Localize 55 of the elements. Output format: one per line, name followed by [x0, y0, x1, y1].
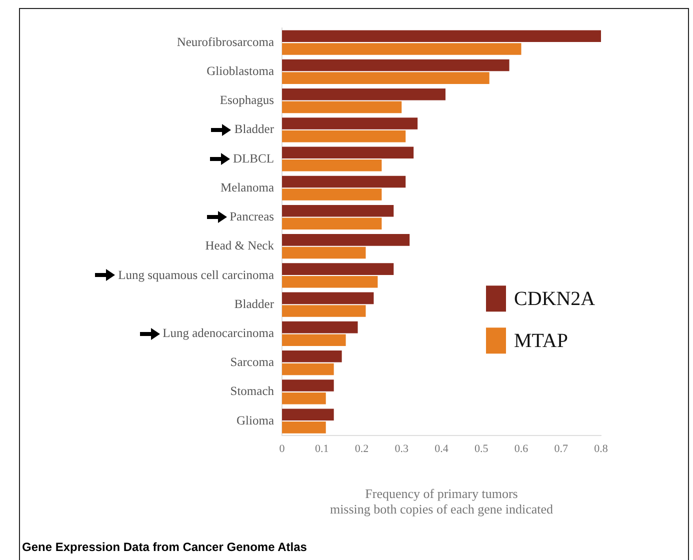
y-tick-label: Lung adenocarcinoma — [162, 326, 274, 340]
y-tick-label: Stomach — [230, 384, 275, 398]
x-tick-label: 0.8 — [594, 443, 608, 456]
y-tick-label: DLBCL — [233, 151, 274, 166]
x-tick-label: 0.1 — [315, 443, 329, 456]
bar — [282, 204, 394, 217]
text: Gene Expression Data from Cancer Genome Atlas — [22, 540, 307, 554]
bar — [282, 334, 346, 346]
bar — [282, 160, 382, 172]
x-tick-label: 0.5 — [474, 443, 489, 456]
y-tick-label: Neurofibrosarcoma — [176, 34, 274, 49]
x-tick-label: 0.7 — [554, 443, 568, 456]
bar — [282, 30, 601, 42]
x-tick-label: 0.4 — [434, 443, 449, 456]
bar — [282, 350, 342, 362]
bar — [282, 218, 382, 230]
bar — [282, 72, 490, 84]
legend-label: CDKN2A — [514, 288, 596, 310]
bar — [282, 234, 410, 246]
bar — [282, 408, 334, 421]
bar — [282, 422, 326, 434]
legend-label: MTAP — [514, 330, 568, 352]
bar — [282, 263, 394, 275]
y-tick-label: Head & Neck — [205, 238, 275, 253]
bar — [282, 305, 366, 317]
bar — [282, 276, 378, 288]
x-tick-label: 0.2 — [354, 443, 369, 456]
bar — [282, 246, 366, 259]
bar — [282, 392, 326, 404]
y-tick-label: Sarcoma — [230, 355, 274, 370]
bar — [282, 176, 406, 188]
x-tick-label: 0.6 — [514, 443, 529, 456]
y-tick-label: Glioblastoma — [206, 64, 274, 78]
y-tick-label: Glioma — [236, 413, 274, 428]
y-tick-label: Pancreas — [230, 210, 274, 224]
bar — [282, 59, 510, 72]
y-tick-label: Esophagus — [220, 93, 274, 108]
x-tick-label: 0 — [279, 443, 286, 456]
bar — [282, 363, 334, 376]
bar — [282, 188, 382, 200]
y-tick-label: Bladder — [234, 122, 275, 136]
bar — [282, 146, 414, 158]
x-axis-title: Frequency of primary tumors missing both copies of each gene indicated — [330, 486, 554, 517]
bar — [282, 130, 406, 142]
x-tick-label: 0.3 — [394, 443, 409, 456]
y-tick-label: Bladder — [234, 296, 275, 311]
bar — [282, 88, 446, 100]
bar — [282, 43, 522, 55]
bar — [282, 380, 334, 392]
y-tick-label: Melanoma — [220, 180, 274, 194]
bar — [282, 101, 402, 114]
y-tick-label: Lung squamous cell carcinoma — [118, 268, 274, 282]
bar — [282, 292, 374, 304]
bar — [282, 321, 358, 334]
bar — [282, 118, 418, 130]
